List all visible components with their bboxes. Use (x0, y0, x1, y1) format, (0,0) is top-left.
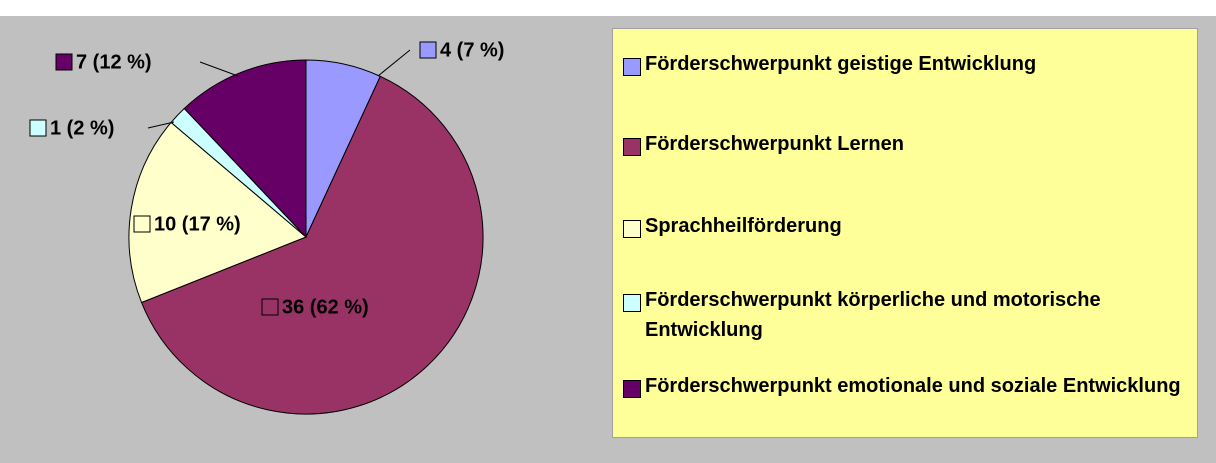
legend-key (623, 294, 641, 312)
legend-key (623, 58, 641, 76)
data-label: 10 (17 %) (154, 213, 241, 235)
leader-line (377, 49, 411, 77)
legend-key (623, 380, 641, 398)
legend: Förderschwerpunkt geistige Entwicklung Fö… (612, 28, 1198, 438)
pie-chart: 4 (7 %) 36 (62 %) 10 (17 %) 1 (2 %) 7 (12 %) (29, 39, 504, 415)
pie-slice (140, 75, 484, 415)
data-label: 7 (12 %) (76, 51, 152, 73)
data-label: 36 (62 %) (282, 296, 369, 318)
label-key (55, 53, 73, 71)
legend-label: Sprachheilförderung (645, 215, 842, 237)
label-key (29, 119, 47, 137)
legend-entry: Sprachheilförderung (623, 215, 1195, 241)
label-key (133, 215, 151, 233)
pie-slice (128, 121, 307, 304)
legend-label: Förderschwerpunkt emotionale und soziale… (645, 375, 1181, 397)
pie-slice (183, 59, 307, 239)
data-label: 4 (7 %) (440, 39, 504, 61)
label-key (261, 298, 279, 316)
legend-entry: Förderschwerpunkt geistige Entwicklung (623, 53, 1195, 79)
legend-label: Förderschwerpunkt körperliche und motori… (645, 289, 1101, 341)
legend-label: Förderschwerpunkt Lernen (645, 133, 904, 155)
legend-entry: Förderschwerpunkt emotionale und soziale… (623, 375, 1195, 401)
label-key (419, 41, 437, 59)
legend-entry: Förderschwerpunkt Lernen (623, 133, 1195, 159)
leader-line (199, 61, 239, 77)
legend-label: Förderschwerpunkt geistige Entwicklung (645, 53, 1037, 75)
legend-key (623, 220, 641, 238)
legend-entry: Förderschwerpunkt körperliche und motori… (623, 289, 1195, 345)
leader-line (147, 121, 175, 129)
legend-key (623, 138, 641, 156)
data-label: 1 (2 %) (50, 117, 114, 139)
